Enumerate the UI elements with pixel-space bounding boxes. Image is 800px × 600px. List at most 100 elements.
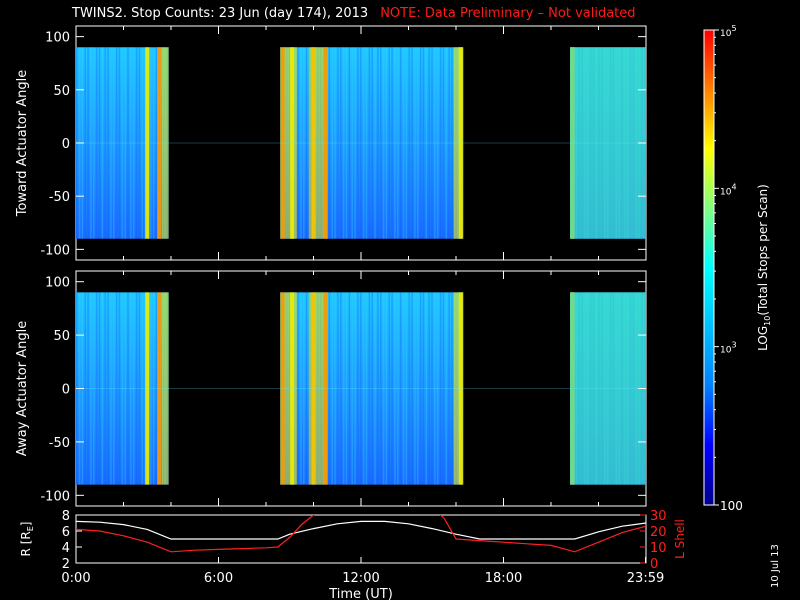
toward-striation: [360, 47, 362, 239]
away-striation: [300, 292, 302, 485]
y-tick-label: 100: [45, 276, 70, 291]
colorbar-tick-base: 10: [720, 346, 732, 356]
y-tick-label: 0: [62, 383, 70, 398]
toward-striation: [90, 47, 92, 239]
toward-striation: [354, 47, 356, 239]
away-striation: [442, 292, 445, 485]
toward-striation: [451, 47, 453, 239]
y-tick-label: 6: [62, 525, 70, 540]
y-tick-label: 2: [62, 557, 70, 572]
away-high-count-band: [308, 292, 328, 485]
toward-striation: [422, 47, 425, 239]
colorbar-tick-base: 10: [720, 187, 732, 197]
y-tick-label: 0: [62, 137, 70, 152]
title-row: TWINS2. Stop Counts: 23 Jun (day 174), 2…: [72, 6, 636, 21]
toward-striation: [397, 47, 399, 239]
away-striation: [90, 292, 92, 485]
away-striation: [93, 292, 95, 485]
away-striation: [127, 292, 129, 485]
y2-tick-label: 0: [650, 557, 658, 572]
toward-striation: [121, 47, 124, 239]
colorbar-tick-label: 105: [720, 24, 737, 39]
toward-striation: [300, 47, 302, 239]
away-striation: [84, 292, 86, 485]
toward-striation: [110, 47, 112, 239]
away-data-block: [76, 292, 169, 485]
away-striation: [437, 292, 439, 485]
away-striation: [150, 292, 152, 485]
toward-striation: [442, 47, 445, 239]
toward-striation: [445, 47, 447, 239]
away-striation: [428, 292, 430, 485]
toward-angle-panel: 100 50 0 -50 -100 Toward Actuator Angle: [15, 25, 647, 261]
toward-striation: [388, 47, 390, 239]
toward-striation: [133, 47, 135, 239]
colorbar-gradient: [703, 29, 715, 506]
toward-striation: [135, 47, 138, 239]
away-striation: [357, 292, 359, 485]
away-striation: [124, 292, 126, 485]
away-striation: [141, 292, 143, 485]
y-tick-label: 100: [45, 31, 70, 46]
toward-striation: [337, 47, 339, 239]
toward-high-count-band: [145, 47, 150, 239]
away-striation: [118, 292, 121, 485]
away-striation: [399, 292, 402, 485]
orbit-y2label: L Shell: [673, 519, 687, 559]
away-striation: [368, 292, 371, 485]
away-striation: [348, 292, 351, 485]
toward-striation: [113, 47, 115, 239]
toward-striation: [144, 47, 146, 239]
x-axis-label: Time (UT): [328, 587, 393, 600]
away-striation: [328, 292, 331, 485]
toward-high-count-band: [280, 47, 297, 239]
away-striation: [305, 292, 308, 485]
away-striation: [385, 292, 388, 485]
toward-striation: [101, 47, 104, 239]
colorbar-label-sub: 10: [763, 316, 772, 326]
toward-striation: [439, 47, 442, 239]
y-tick-label: 4: [62, 541, 70, 556]
away-high-count-band: [157, 292, 162, 485]
toward-striation: [345, 47, 348, 239]
away-striation: [121, 292, 124, 485]
away-striation: [462, 292, 465, 485]
toward-striation: [417, 47, 419, 239]
toward-striation: [303, 47, 305, 239]
toward-striation: [431, 47, 433, 239]
away-striation: [345, 292, 348, 485]
toward-striation: [98, 47, 101, 239]
away-striation: [133, 292, 135, 485]
away-striation: [135, 292, 138, 485]
orbit-ylabel-end: ]: [19, 522, 33, 527]
away-striation: [425, 292, 428, 485]
toward-striation: [130, 47, 132, 239]
away-striation: [397, 292, 399, 485]
away-striation: [422, 292, 425, 485]
away-striation: [354, 292, 356, 485]
x-tick-label: 23:59: [627, 571, 664, 586]
toward-striation: [408, 47, 410, 239]
toward-striation: [428, 47, 430, 239]
away-striation: [417, 292, 419, 485]
toward-striation: [377, 47, 379, 239]
toward-striation: [365, 47, 368, 239]
away-striation: [374, 292, 376, 485]
toward-striation: [150, 47, 152, 239]
away-striation: [331, 292, 333, 485]
y-tick-label: 8: [62, 509, 70, 524]
toward-striation: [334, 47, 336, 239]
away-angle-panel: 100 50 0 -50 -100 Away Actuator Angle: [15, 270, 647, 507]
colorbar-label: LOG10(Total Stops per Scan): [756, 184, 772, 351]
toward-high-count-band: [453, 47, 464, 239]
toward-striation: [87, 47, 89, 239]
toward-striation: [411, 47, 413, 239]
away-striation: [380, 292, 382, 485]
away-striation: [138, 292, 141, 485]
toward-striation: [448, 47, 450, 239]
colorbar-tick-exp: 5: [731, 24, 736, 33]
y2-tick-label: 10: [650, 541, 667, 556]
colorbar-tick-label: 103: [720, 341, 737, 356]
away-striation: [362, 292, 365, 485]
